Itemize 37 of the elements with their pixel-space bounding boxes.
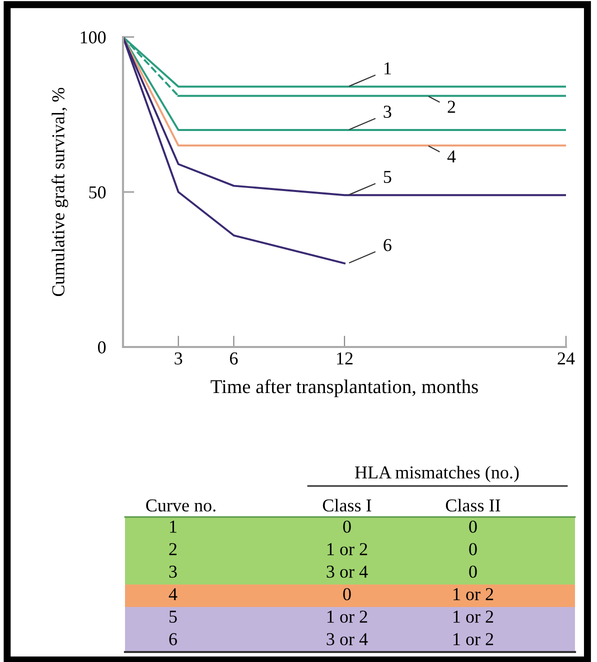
text: 0 — [469, 520, 477, 533]
series-label: 3 — [384, 106, 392, 118]
text: 6 — [384, 239, 392, 252]
x-tick-label: 24 — [558, 352, 575, 364]
series-label: 5 — [384, 170, 392, 183]
text: 1 or 2 — [328, 610, 368, 623]
text: 0 — [469, 543, 477, 556]
x-axis-title: Time after transplantation, months — [210, 379, 478, 398]
x-tick-label: 6 — [230, 352, 238, 365]
series-label: 1 — [384, 62, 391, 74]
series-label: 4 — [447, 150, 456, 162]
text: 3 — [169, 566, 177, 578]
x-tick-label: 12 — [337, 352, 353, 364]
text: 6 — [169, 633, 177, 646]
text: 0 — [343, 520, 351, 533]
text: 1 or 2 — [454, 610, 494, 623]
text: 1 or 2 — [454, 633, 494, 646]
text: Curve no. — [146, 499, 216, 512]
y-axis-title: Cumulative graft survival, % — [52, 88, 68, 296]
text: 5 — [170, 610, 177, 623]
text: HLA mismatches (no.) — [355, 466, 519, 482]
text: 1 — [170, 520, 176, 533]
text: 0 — [469, 566, 477, 578]
text: 4 — [168, 588, 178, 600]
text: Class I — [322, 498, 372, 512]
y-tick-label: 50 — [89, 186, 106, 198]
text: 0 — [343, 588, 351, 600]
text: 1 or 2 — [328, 543, 368, 556]
text: 2 — [169, 543, 177, 556]
y-tick-label: 100 — [80, 31, 106, 44]
text: Class II — [446, 498, 500, 512]
series-label: 2 — [448, 100, 456, 113]
text: 1 or 2 — [454, 588, 494, 600]
text: 3 or 4 — [326, 566, 368, 578]
y-tick-label: 0 — [98, 341, 106, 354]
x-tick-label: 3 — [174, 352, 182, 365]
text: 3 or 4 — [326, 633, 368, 646]
